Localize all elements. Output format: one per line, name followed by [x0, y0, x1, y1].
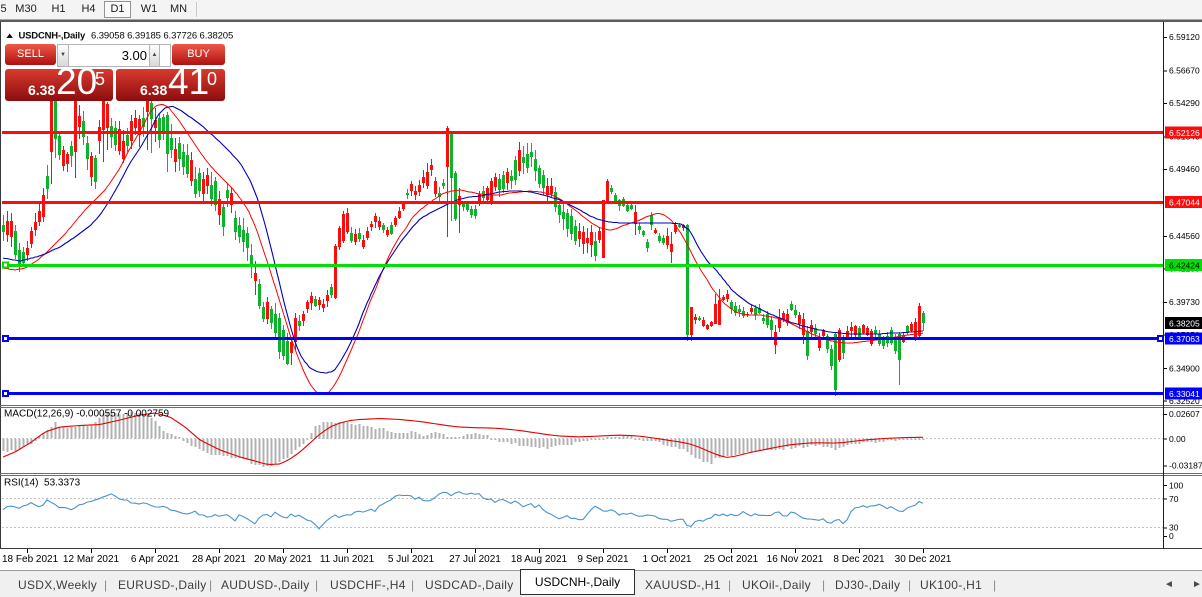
- svg-text:6.39058 6.39185 6.37726 6.3820: 6.39058 6.39185 6.37726 6.38205: [91, 31, 233, 42]
- svg-text:0.00: 0.00: [1169, 434, 1186, 444]
- svg-text:6.32520: 6.32520: [1169, 396, 1200, 406]
- svg-text:30 Dec 2021: 30 Dec 2021: [895, 554, 952, 565]
- svg-text:25 Oct 2021: 25 Oct 2021: [704, 554, 759, 565]
- svg-text:18 Feb 2021: 18 Feb 2021: [2, 554, 59, 565]
- svg-text:11 Jun 2021: 11 Jun 2021: [320, 554, 375, 565]
- svg-text:16 Nov 2021: 16 Nov 2021: [767, 554, 824, 565]
- svg-text:18 Aug 2021: 18 Aug 2021: [511, 554, 568, 565]
- svg-text:27 Jul 2021: 27 Jul 2021: [449, 554, 501, 565]
- svg-text:100: 100: [1169, 480, 1183, 490]
- svg-text:28 Apr 2021: 28 Apr 2021: [192, 554, 246, 565]
- svg-text:6.42424: 6.42424: [1169, 261, 1200, 271]
- svg-text:RSI(14) 53.3373: RSI(14) 53.3373: [4, 478, 81, 489]
- svg-text:USDCNH-,Daily: USDCNH-,Daily: [19, 31, 86, 42]
- svg-text:1 Oct 2021: 1 Oct 2021: [643, 554, 692, 565]
- svg-text:6.52126: 6.52126: [1169, 128, 1200, 138]
- svg-text:5 Jul 2021: 5 Jul 2021: [388, 554, 435, 565]
- svg-text:6.38205: 6.38205: [1169, 318, 1200, 328]
- svg-text:6.59120: 6.59120: [1169, 32, 1200, 42]
- svg-text:0.02607: 0.02607: [1169, 409, 1200, 419]
- svg-text:6.37063: 6.37063: [1169, 334, 1200, 344]
- svg-text:6.54290: 6.54290: [1169, 98, 1200, 108]
- svg-text:70: 70: [1169, 494, 1179, 504]
- svg-text:MACD(12,26,9) -0.000557 -0.002: MACD(12,26,9) -0.000557 -0.002759: [4, 409, 170, 420]
- svg-text:6.34900: 6.34900: [1169, 363, 1200, 373]
- svg-text:8 Dec 2021: 8 Dec 2021: [833, 554, 885, 565]
- svg-text:6.39730: 6.39730: [1169, 297, 1200, 307]
- svg-text:6.44560: 6.44560: [1169, 231, 1200, 241]
- svg-text:6.33041: 6.33041: [1169, 389, 1200, 399]
- svg-text:0: 0: [1169, 531, 1174, 541]
- svg-text:30: 30: [1169, 523, 1179, 533]
- svg-text:6 Apr 2021: 6 Apr 2021: [131, 554, 180, 565]
- svg-text:9 Sep 2021: 9 Sep 2021: [577, 554, 629, 565]
- svg-text:-0.03187: -0.03187: [1169, 461, 1202, 471]
- svg-text:20 May 2021: 20 May 2021: [254, 554, 312, 565]
- svg-text:12 Mar 2021: 12 Mar 2021: [63, 554, 120, 565]
- svg-text:6.47044: 6.47044: [1169, 197, 1200, 207]
- svg-text:6.49460: 6.49460: [1169, 164, 1200, 174]
- svg-text:6.56670: 6.56670: [1169, 66, 1200, 76]
